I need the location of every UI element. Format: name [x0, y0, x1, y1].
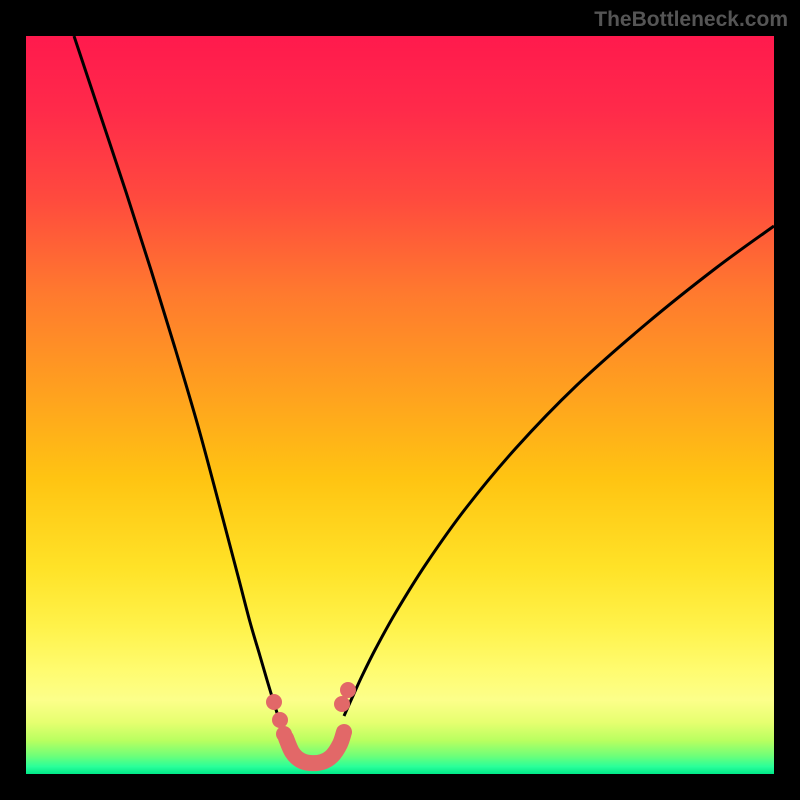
right-curve	[344, 226, 774, 716]
chart-plot-area	[26, 36, 774, 774]
bottom-trace	[266, 682, 356, 763]
left-curve	[74, 36, 278, 716]
chart-svg	[26, 36, 774, 774]
attribution-text: TheBottleneck.com	[594, 8, 788, 32]
